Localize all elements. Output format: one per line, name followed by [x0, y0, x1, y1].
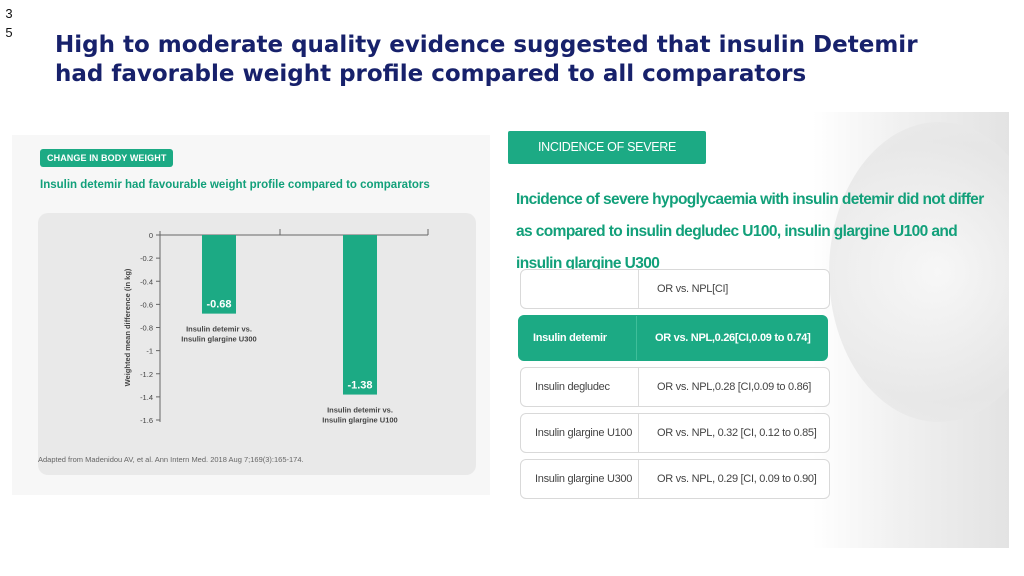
y-tick-label: -0.4	[140, 277, 153, 286]
background-decoration	[829, 122, 1009, 422]
hypoglycaemia-subtitle: Incidence of severe hypoglycaemia with i…	[516, 191, 984, 272]
slide-number: 3 5	[2, 4, 16, 42]
category-label: Insulin detemir vs.	[186, 325, 252, 334]
y-tick-label: -1.2	[140, 370, 153, 379]
category-label: Insulin detemir vs.	[327, 406, 393, 415]
category-label: Insulin glargine U300	[181, 335, 256, 344]
bar-data-label: -1.38	[347, 380, 372, 392]
category-label: Insulin glargine U100	[322, 416, 397, 425]
table-header-row: OR vs. NPL[CI]	[520, 269, 830, 309]
odds-ratio-table: OR vs. NPL[CI] Insulin detemir OR vs. NP…	[518, 269, 830, 505]
weight-change-panel: CHANGE IN BODY WEIGHT Insulin detemir ha…	[12, 135, 490, 495]
table-header-empty-cell	[521, 270, 639, 308]
table-cell-drug: Insulin detemir	[519, 316, 637, 360]
table-cell-or: OR vs. NPL,0.26[CI,0.09 to 0.74]	[655, 332, 811, 344]
y-tick-label: -0.2	[140, 254, 153, 263]
y-tick-label: -1.6	[140, 416, 153, 425]
table-header-label: OR vs. NPL[CI]	[657, 283, 728, 295]
hypoglycaemia-panel: INCIDENCE OF SEVERE HYPOGLYCAEMIA Incide…	[492, 112, 1009, 548]
slide-number-digit-1: 3	[5, 6, 13, 21]
table-row: Insulin detemir OR vs. NPL,0.26[CI,0.09 …	[518, 315, 828, 361]
slide-number-digit-2: 5	[5, 25, 13, 40]
weight-chart-svg: 0 -0.2 -0.4 -0.6 -0.8 -1 -1.2 -1.4 -1.6 Weighted …	[123, 229, 429, 425]
bar-data-label: -0.68	[206, 299, 231, 311]
table-cell-drug: Insulin glargine U300	[521, 460, 639, 498]
y-tick-label: -0.6	[140, 300, 153, 309]
bar-2	[343, 235, 377, 395]
table-cell-or: OR vs. NPL, 0.29 [CI, 0.09 to 0.90]	[657, 473, 817, 485]
y-tick-label: 0	[149, 231, 153, 240]
y-tick-label: -1	[146, 347, 153, 356]
table-cell-drug: Insulin glargine U100	[521, 414, 639, 452]
weight-change-tag: CHANGE IN BODY WEIGHT	[40, 149, 174, 167]
source-citation: Adapted from Madenidou AV, et al. Ann In…	[38, 455, 304, 464]
table-row: Insulin glargine U100 OR vs. NPL, 0.32 […	[520, 413, 830, 453]
y-tick-label: -1.4	[140, 393, 153, 402]
weight-change-subtitle: Insulin detemir had favourable weight pr…	[40, 179, 430, 191]
slide-title: High to moderate quality evidence sugges…	[55, 32, 918, 87]
table-cell-or: OR vs. NPL,0.28 [CI,0.09 to 0.86]	[657, 381, 811, 393]
y-tick-label: -0.8	[140, 324, 153, 333]
table-cell-or: OR vs. NPL, 0.32 [CI, 0.12 to 0.85]	[657, 427, 817, 439]
bar-1	[202, 235, 236, 314]
y-axis-label: Weighted mean difference (in kg)	[123, 268, 132, 386]
weight-chart: 0 -0.2 -0.4 -0.6 -0.8 -1 -1.2 -1.4 -1.6 Weighted …	[38, 213, 476, 475]
table-row: Insulin glargine U300 OR vs. NPL, 0.29 […	[520, 459, 830, 499]
table-row: Insulin degludec OR vs. NPL,0.28 [CI,0.0…	[520, 367, 830, 407]
table-cell-drug: Insulin degludec	[521, 368, 639, 406]
hypoglycaemia-tag: INCIDENCE OF SEVERE HYPOGLYCAEMIA	[508, 131, 706, 187]
